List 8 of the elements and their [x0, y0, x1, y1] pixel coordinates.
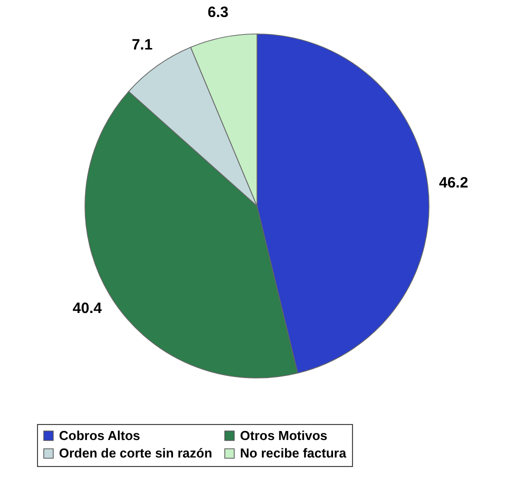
data-label: 6.3	[208, 4, 228, 21]
data-label: 40.4	[72, 300, 102, 317]
legend-label: Otros Motivos	[240, 428, 328, 443]
legend-label: Cobros Altos	[59, 428, 140, 443]
data-label: 7.1	[132, 36, 153, 54]
legend-label: No recibe factura	[240, 446, 347, 460]
data-label: 46.2	[438, 174, 468, 192]
legend-label: Orden de corte sin razón	[59, 446, 212, 460]
